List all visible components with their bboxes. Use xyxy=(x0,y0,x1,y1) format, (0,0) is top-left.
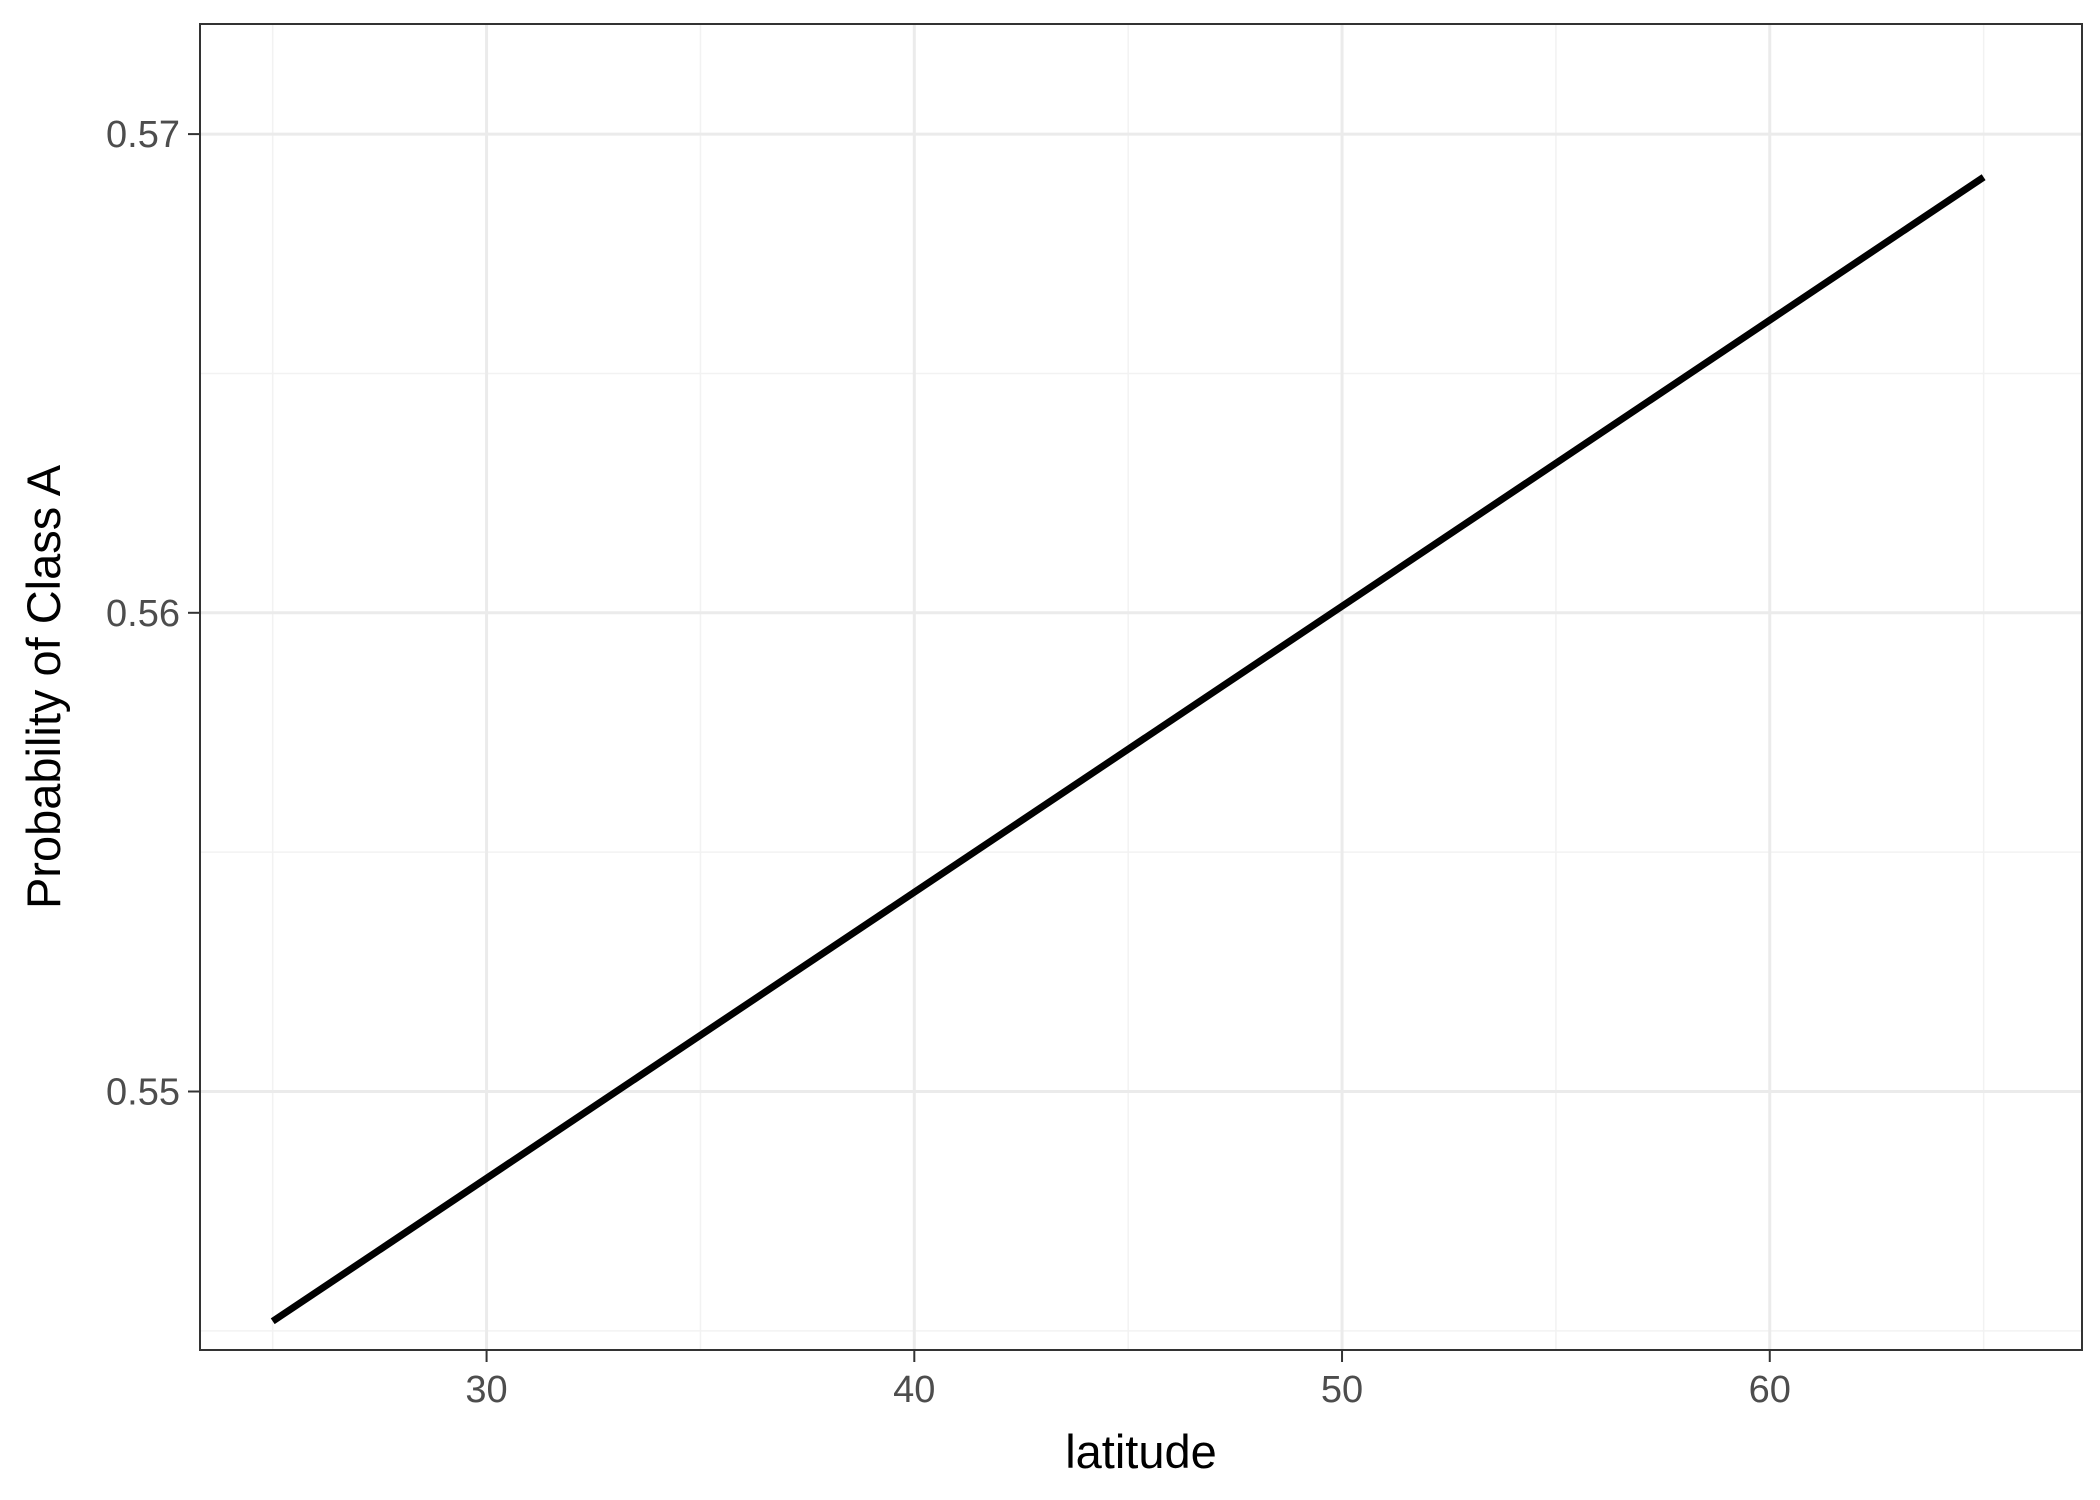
x-tick-label: 40 xyxy=(893,1369,935,1411)
series-line-1 xyxy=(270,174,1986,1325)
series-layer xyxy=(270,174,1986,1325)
x-tick-label: 30 xyxy=(465,1369,507,1411)
y-axis-title: Probability of Class A xyxy=(17,464,70,909)
x-tick-label: 60 xyxy=(1749,1369,1791,1411)
major-gridlines xyxy=(200,24,2082,1350)
panel-border xyxy=(199,23,2083,1351)
x-axis: 30 40 50 60 xyxy=(465,1350,1791,1411)
x-axis-title: latitude xyxy=(1065,1425,1217,1478)
y-tick-label: 0.55 xyxy=(106,1072,180,1114)
minor-gridlines xyxy=(200,24,2082,1350)
y-axis: 0.55 0.56 0.57 xyxy=(106,114,200,1114)
x-tick-label: 50 xyxy=(1321,1369,1363,1411)
y-tick-label: 0.56 xyxy=(106,593,180,635)
y-tick-label: 0.57 xyxy=(106,114,180,156)
plot-background xyxy=(200,24,2082,1350)
